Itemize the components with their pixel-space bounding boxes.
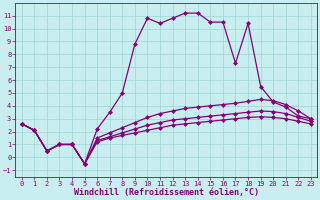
- X-axis label: Windchill (Refroidissement éolien,°C): Windchill (Refroidissement éolien,°C): [74, 188, 259, 197]
